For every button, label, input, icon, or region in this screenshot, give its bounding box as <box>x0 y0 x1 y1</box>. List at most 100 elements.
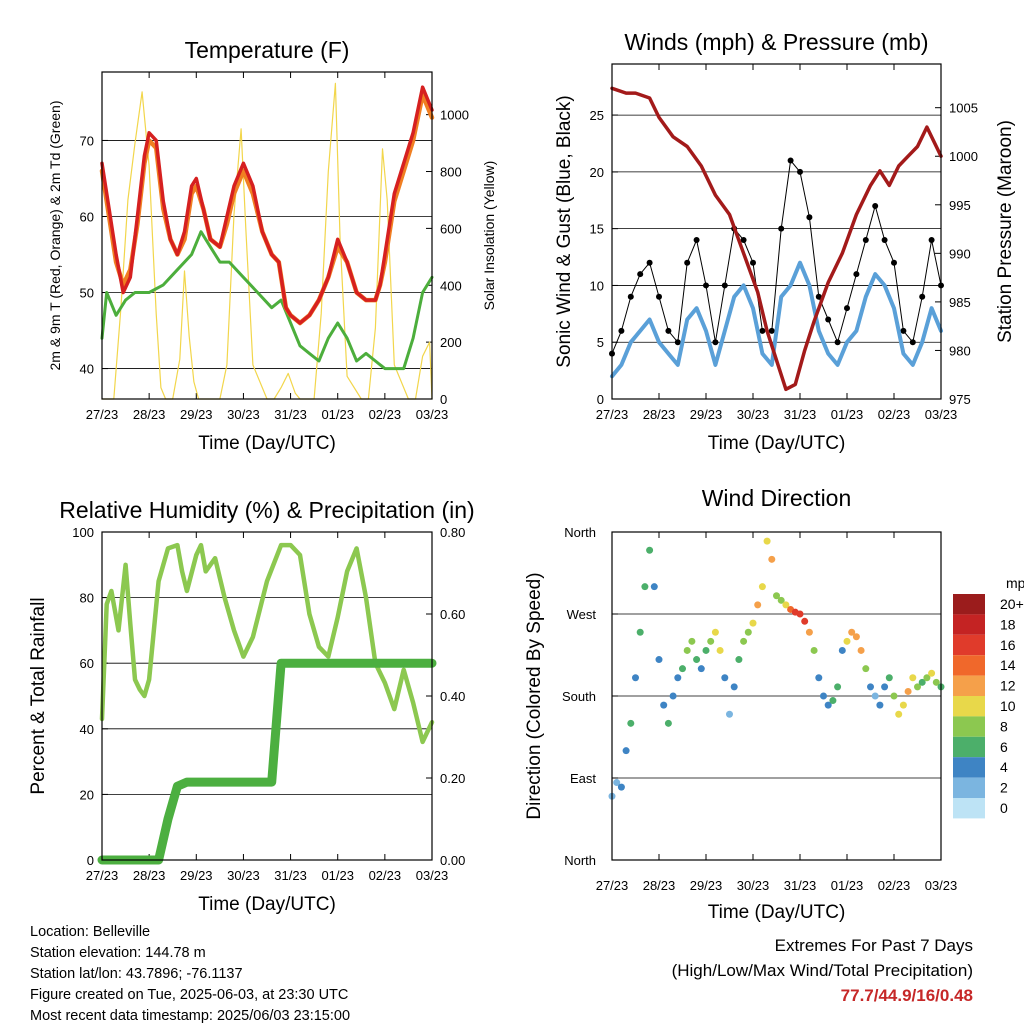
direction-point <box>707 637 715 645</box>
x-tick-label: 31/23 <box>274 407 307 422</box>
y-tick-label: 40 <box>80 722 94 737</box>
chart-title: Relative Humidity (%) & Precipitation (i… <box>59 497 474 523</box>
direction-point <box>721 674 729 682</box>
y-right-axis-label: Solar Insolation (Yellow) <box>481 161 497 311</box>
x-tick-label: 30/23 <box>227 407 260 422</box>
direction-point <box>674 674 682 682</box>
x-tick-label: 30/23 <box>227 868 260 883</box>
chart-title: Temperature (F) <box>185 37 350 63</box>
direction-point <box>876 701 884 709</box>
direction-point <box>688 637 696 645</box>
direction-point <box>928 669 936 677</box>
x-tick-label: 28/23 <box>133 407 166 422</box>
x-tick-label: 27/23 <box>86 407 119 422</box>
direction-point <box>848 628 856 636</box>
y-axis-label: Sonic Wind & Gust (Blue, Black) <box>554 95 575 367</box>
colorbar-swatch <box>953 675 985 696</box>
direction-point <box>679 665 686 673</box>
colorbar-label: 16 <box>1000 637 1016 653</box>
direction-point <box>820 692 827 700</box>
pressure-series-line <box>610 86 943 392</box>
y-right-tick-label: 0.60 <box>440 607 465 622</box>
direction-point <box>881 683 889 691</box>
extremes-subtitle: (High/Low/Max Wind/Total Precipitation) <box>671 961 973 980</box>
chart-title: Wind Direction <box>702 485 852 511</box>
y-tick-label: East <box>570 771 596 786</box>
y-axis-label: Percent & Total Rainfall <box>28 597 49 794</box>
colorbar-swatch <box>953 634 985 656</box>
direction-point <box>730 683 738 691</box>
y-right-tick-label: 995 <box>949 198 971 213</box>
x-tick-label: 29/23 <box>180 868 213 883</box>
direction-point <box>632 674 639 682</box>
colorbar-label: 8 <box>1000 718 1008 734</box>
direction-point <box>613 779 621 787</box>
x-tick-label: 01/23 <box>321 868 354 883</box>
direction-point <box>824 701 832 709</box>
x-tick-label: 30/23 <box>737 878 770 893</box>
colorbar-unit: mph <box>1006 575 1024 591</box>
x-tick-label: 31/23 <box>784 878 817 893</box>
direction-point <box>909 674 917 682</box>
x-tick-label: 27/23 <box>86 868 119 883</box>
colorbar-label: 0 <box>1000 800 1008 816</box>
direction-point <box>801 617 809 625</box>
colorbar-label: 4 <box>1000 759 1008 775</box>
y-tick-label: 20 <box>590 165 604 180</box>
y-tick-label: 60 <box>80 209 94 224</box>
direction-point <box>918 678 926 686</box>
y-tick-label: 20 <box>80 787 94 802</box>
direction-point <box>834 683 842 691</box>
direction-point <box>726 710 733 718</box>
wind-series-line <box>610 260 943 379</box>
x-tick-label: 29/23 <box>180 407 213 422</box>
extremes-title: Extremes For Past 7 Days <box>774 936 973 955</box>
x-tick-label: 31/23 <box>784 407 817 422</box>
x-tick-label: 29/23 <box>690 878 723 893</box>
x-tick-label: 03/23 <box>416 868 449 883</box>
wind-direction-panel: Wind DirectionNorthEastSouthWestNorth27/… <box>524 485 957 923</box>
colorbar-swatch <box>953 736 985 758</box>
y-tick-label: North <box>564 853 596 868</box>
direction-point <box>749 619 757 627</box>
extremes-box: Extremes For Past 7 Days (High/Low/Max W… <box>553 933 973 1008</box>
y-right-tick-label: 975 <box>949 392 971 407</box>
x-tick-label: 03/23 <box>416 407 449 422</box>
colorbar-label: 12 <box>1000 678 1016 694</box>
wind-pressure-panel: Winds (mph) & Pressure (mb) 0 5 10 15 20 25 27/… <box>554 29 1016 454</box>
direction-point <box>914 683 921 691</box>
x-tick-label: 30/23 <box>737 407 770 422</box>
y-right-tick-label: 600 <box>440 221 462 236</box>
x-tick-label: 31/23 <box>274 868 307 883</box>
direction-point <box>838 646 846 654</box>
direction-point <box>758 583 766 591</box>
colorbar-swatch <box>953 798 985 819</box>
x-tick-label: 01/23 <box>831 407 864 422</box>
direction-point <box>740 637 748 645</box>
colorbar-swatch <box>953 594 985 615</box>
dewpoint-series-line <box>100 230 434 371</box>
y-tick-label: 60 <box>80 656 94 671</box>
direction-point <box>744 628 752 636</box>
x-tick-label: 02/23 <box>878 407 911 422</box>
chart-title: Winds (mph) & Pressure (mb) <box>624 29 928 55</box>
direction-point <box>867 683 874 691</box>
direction-point <box>773 592 780 600</box>
y-tick-label: 10 <box>590 278 604 293</box>
temperature-panel: Temperature (F) 40 50 60 70 27/23 28/23 29/23 30… <box>47 37 497 454</box>
station-elevation: Station elevation: 144.78 m <box>30 945 206 961</box>
y-right-tick-label: 200 <box>440 335 462 350</box>
wind-speed-colorbar: mph 20+ 18 16 14 12 10 8 6 4 2 0 <box>953 575 1024 819</box>
direction-point <box>664 719 672 727</box>
direction-point <box>895 710 903 718</box>
colorbar-swatch <box>953 777 985 798</box>
direction-point <box>871 692 879 700</box>
direction-point <box>669 692 677 700</box>
plot-frame <box>611 531 942 861</box>
y-tick-label: 5 <box>597 335 604 350</box>
y-axis-label: 2m & 9m T (Red, Orange) & 2m Td (Green) <box>47 101 63 371</box>
y-tick-label: 80 <box>80 591 94 606</box>
x-tick-label: 28/23 <box>643 878 676 893</box>
direction-point <box>735 656 743 664</box>
direction-point <box>683 646 691 654</box>
